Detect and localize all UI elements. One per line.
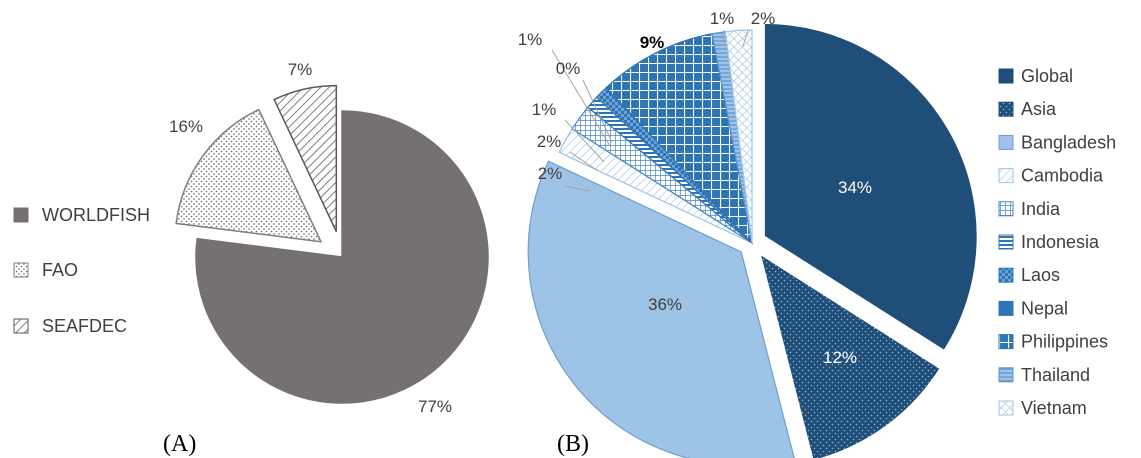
legend-a-label-seafdec: SEAFDEC [42,316,127,336]
legend-a-swatch-fao [13,262,29,278]
legend-b-swatch-cambodia [998,168,1014,184]
legend-a: WORLDFISH FAO SEAFDEC [13,205,150,336]
pie-b-label-thailand: 1% [710,9,735,28]
legend-a-swatch-worldfish [13,207,29,223]
legend-b-swatch-thailand [998,367,1014,383]
pie-a-label-fao: 16% [169,117,203,136]
legend-b-label-indonesia: Indonesia [1021,232,1100,252]
legend-b-label-thailand: Thailand [1021,365,1090,385]
pie-b-label-indonesia: 1% [532,100,557,119]
pie-b-label-cambodia: 2% [538,164,563,183]
legend-a-swatch-seafdec [13,318,29,334]
pie-b-leader-india [569,151,599,172]
pie-b-label-global: 34% [838,178,872,197]
pie-b-label-laos: 1% [518,30,543,49]
pie-b-label-india: 2% [537,132,562,151]
pie-a-label-worldfish: 77% [418,397,452,416]
legend-b-label-philippines: Philippines [1021,332,1108,352]
pie-b-leader-indonesia [564,119,605,163]
legend-b-swatch-laos [998,267,1014,283]
pie-b-slice-bangladesh [527,160,795,458]
legend-b-swatch-vietnam [998,400,1014,416]
pie-b-label-bangladesh: 36% [648,295,682,314]
legend-b-swatch-asia [998,101,1014,117]
legend-b-swatch-indonesia [998,234,1014,250]
panel-label-a: (A) [163,431,196,457]
legend-b-swatch-global [998,68,1014,84]
pie-b-label-philippines: 9% [640,33,665,52]
pie-a-label-seafdec: 7% [288,60,313,79]
pie-b-slice-global [763,22,978,352]
legend-b-label-asia: Asia [1021,99,1057,119]
pie-b-leader-cambodia [564,185,591,192]
pie-b-label-vietnam: 2% [751,9,776,28]
legend-a-label-fao: FAO [42,260,78,280]
pie-a-slice-seafdec [273,84,338,232]
pie-a-slice-worldfish [195,110,489,404]
pie-b-slice-vietnam [724,29,753,244]
legend-b-label-vietnam: Vietnam [1021,398,1087,418]
legend-b: Global Asia Bangladesh Cambodia India Indones… [998,66,1116,418]
pie-chart-b: 34% 12% 36% 2% 2% 1% 1% 0% 9% 1% 2% [518,9,978,458]
pie-chart-a: 77% 16% 7% [169,60,489,416]
pie-b-leader-laos [551,49,611,147]
pie-a-slice-fao [175,108,323,243]
pie-b-leader-vietnam [742,29,749,47]
pie-b-label-asia: 12% [823,348,857,367]
pie-b-label-nepal: 0% [556,59,581,78]
panel-label-b: (B) [557,431,589,457]
legend-b-swatch-india [998,201,1014,217]
legend-b-label-laos: Laos [1021,265,1060,285]
legend-b-swatch-nepal [998,300,1014,316]
legend-b-label-global: Global [1021,66,1073,86]
legend-b-label-bangladesh: Bangladesh [1021,132,1116,152]
legend-b-swatch-philippines [998,334,1014,350]
pie-b-leader-nepal [582,79,613,143]
pie-b-slice-asia [759,253,941,458]
legend-b-label-nepal: Nepal [1021,298,1068,318]
pie-b-leader-thailand [721,29,725,47]
legend-b-swatch-bangladesh [998,134,1014,150]
legend-a-label-worldfish: WORLDFISH [42,205,150,225]
legend-b-label-cambodia: Cambodia [1021,166,1104,186]
legend-b-label-india: India [1021,199,1061,219]
pie-b-slice-philippines [605,33,753,245]
